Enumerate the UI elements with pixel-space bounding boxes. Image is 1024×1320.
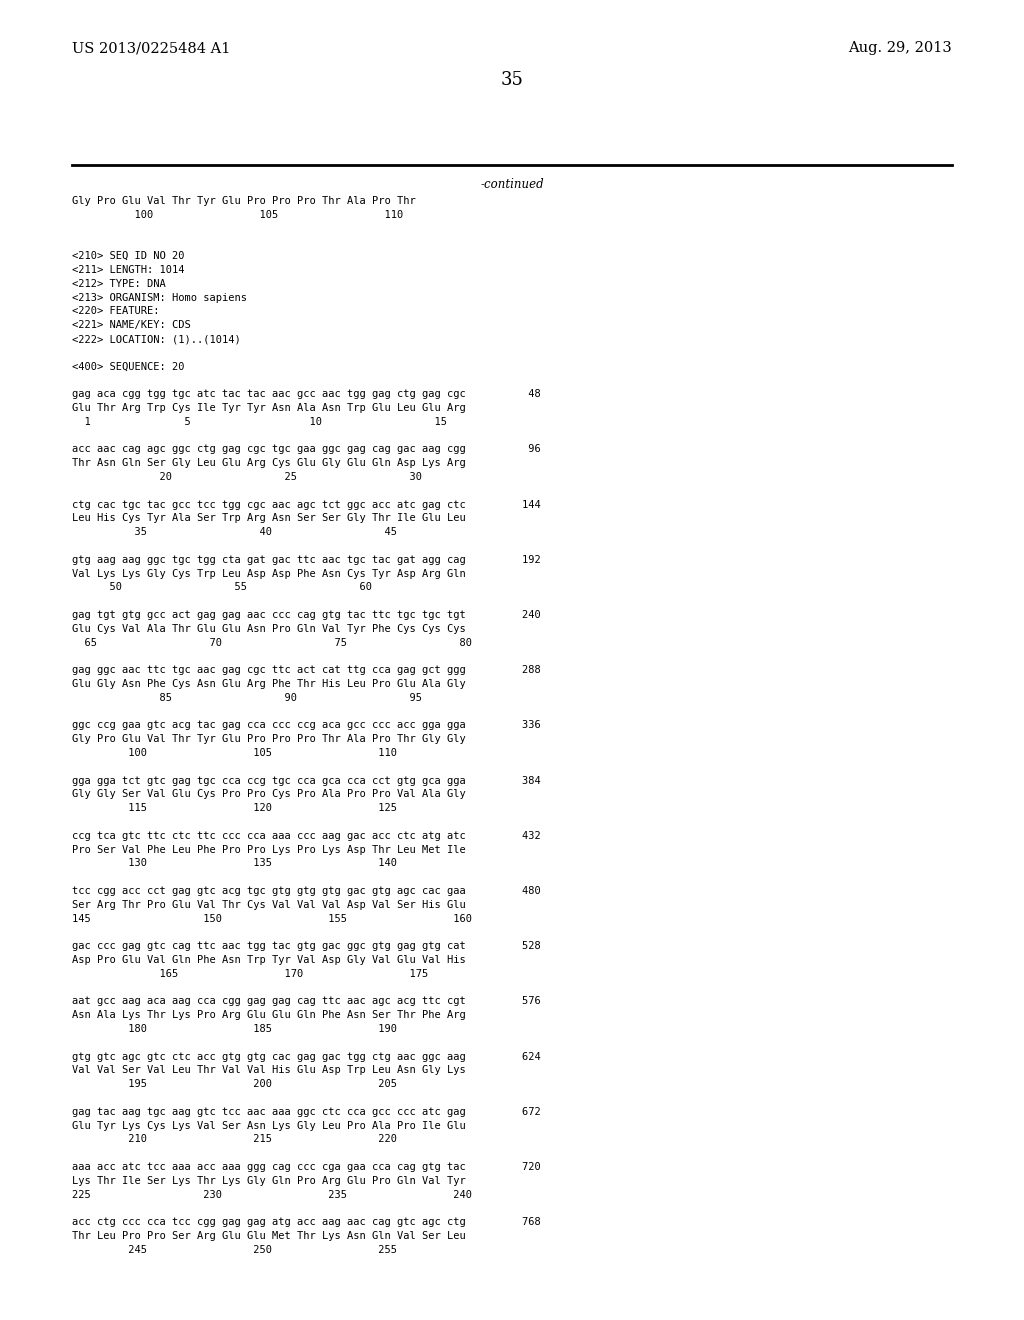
Text: <212> TYPE: DNA: <212> TYPE: DNA xyxy=(72,279,166,289)
Text: 245                 250                 255: 245 250 255 xyxy=(72,1245,397,1255)
Text: US 2013/0225484 A1: US 2013/0225484 A1 xyxy=(72,41,230,55)
Text: ctg cac tgc tac gcc tcc tgg cgc aac agc tct ggc acc atc gag ctc         144: ctg cac tgc tac gcc tcc tgg cgc aac agc … xyxy=(72,499,541,510)
Text: <220> FEATURE:: <220> FEATURE: xyxy=(72,306,160,317)
Text: Leu His Cys Tyr Ala Ser Trp Arg Asn Ser Ser Gly Thr Ile Glu Leu: Leu His Cys Tyr Ala Ser Trp Arg Asn Ser … xyxy=(72,513,466,524)
Text: Glu Gly Asn Phe Cys Asn Glu Arg Phe Thr His Leu Pro Glu Ala Gly: Glu Gly Asn Phe Cys Asn Glu Arg Phe Thr … xyxy=(72,678,466,689)
Text: acc aac cag agc ggc ctg gag cgc tgc gaa ggc gag cag gac aag cgg          96: acc aac cag agc ggc ctg gag cgc tgc gaa … xyxy=(72,445,541,454)
Text: 100                 105                 110: 100 105 110 xyxy=(72,210,403,220)
Text: Pro Ser Val Phe Leu Phe Pro Pro Lys Pro Lys Asp Thr Leu Met Ile: Pro Ser Val Phe Leu Phe Pro Pro Lys Pro … xyxy=(72,845,466,854)
Text: 85                  90                  95: 85 90 95 xyxy=(72,693,422,702)
Text: Aug. 29, 2013: Aug. 29, 2013 xyxy=(848,41,952,55)
Text: Glu Thr Arg Trp Cys Ile Tyr Tyr Asn Ala Asn Trp Glu Leu Glu Arg: Glu Thr Arg Trp Cys Ile Tyr Tyr Asn Ala … xyxy=(72,403,466,413)
Text: aat gcc aag aca aag cca cgg gag gag cag ttc aac agc acg ttc cgt         576: aat gcc aag aca aag cca cgg gag gag cag … xyxy=(72,997,541,1006)
Text: ccg tca gtc ttc ctc ttc ccc cca aaa ccc aag gac acc ctc atg atc         432: ccg tca gtc ttc ctc ttc ccc cca aaa ccc … xyxy=(72,830,541,841)
Text: 225                  230                 235                 240: 225 230 235 240 xyxy=(72,1189,472,1200)
Text: gag aca cgg tgg tgc atc tac tac aac gcc aac tgg gag ctg gag cgc          48: gag aca cgg tgg tgc atc tac tac aac gcc … xyxy=(72,389,541,399)
Text: <211> LENGTH: 1014: <211> LENGTH: 1014 xyxy=(72,265,184,275)
Text: Gly Pro Glu Val Thr Tyr Glu Pro Pro Pro Thr Ala Pro Thr: Gly Pro Glu Val Thr Tyr Glu Pro Pro Pro … xyxy=(72,195,416,206)
Text: gtg aag aag ggc tgc tgg cta gat gac ttc aac tgc tac gat agg cag         192: gtg aag aag ggc tgc tgg cta gat gac ttc … xyxy=(72,554,541,565)
Text: gac ccc gag gtc cag ttc aac tgg tac gtg gac ggc gtg gag gtg cat         528: gac ccc gag gtc cag ttc aac tgg tac gtg … xyxy=(72,941,541,952)
Text: 130                 135                 140: 130 135 140 xyxy=(72,858,397,869)
Text: Glu Tyr Lys Cys Lys Val Ser Asn Lys Gly Leu Pro Ala Pro Ile Glu: Glu Tyr Lys Cys Lys Val Ser Asn Lys Gly … xyxy=(72,1121,466,1131)
Text: Val Lys Lys Gly Cys Trp Leu Asp Asp Phe Asn Cys Tyr Asp Arg Gln: Val Lys Lys Gly Cys Trp Leu Asp Asp Phe … xyxy=(72,569,466,578)
Text: <221> NAME/KEY: CDS: <221> NAME/KEY: CDS xyxy=(72,321,190,330)
Text: gag ggc aac ttc tgc aac gag cgc ttc act cat ttg cca gag gct ggg         288: gag ggc aac ttc tgc aac gag cgc ttc act … xyxy=(72,665,541,676)
Text: gag tac aag tgc aag gtc tcc aac aaa ggc ctc cca gcc ccc atc gag         672: gag tac aag tgc aag gtc tcc aac aaa ggc … xyxy=(72,1106,541,1117)
Text: Asp Pro Glu Val Gln Phe Asn Trp Tyr Val Asp Gly Val Glu Val His: Asp Pro Glu Val Gln Phe Asn Trp Tyr Val … xyxy=(72,954,466,965)
Text: aaa acc atc tcc aaa acc aaa ggg cag ccc cga gaa cca cag gtg tac         720: aaa acc atc tcc aaa acc aaa ggg cag ccc … xyxy=(72,1162,541,1172)
Text: 20                  25                  30: 20 25 30 xyxy=(72,473,422,482)
Text: <222> LOCATION: (1)..(1014): <222> LOCATION: (1)..(1014) xyxy=(72,334,241,345)
Text: gga gga tct gtc gag tgc cca ccg tgc cca gca cca cct gtg gca gga         384: gga gga tct gtc gag tgc cca ccg tgc cca … xyxy=(72,776,541,785)
Text: 115                 120                 125: 115 120 125 xyxy=(72,803,397,813)
Text: 35                  40                  45: 35 40 45 xyxy=(72,527,397,537)
Text: Thr Asn Gln Ser Gly Leu Glu Arg Cys Glu Gly Glu Gln Asp Lys Arg: Thr Asn Gln Ser Gly Leu Glu Arg Cys Glu … xyxy=(72,458,466,469)
Text: Thr Leu Pro Pro Ser Arg Glu Glu Met Thr Lys Asn Gln Val Ser Leu: Thr Leu Pro Pro Ser Arg Glu Glu Met Thr … xyxy=(72,1232,466,1241)
Text: <213> ORGANISM: Homo sapiens: <213> ORGANISM: Homo sapiens xyxy=(72,293,247,302)
Text: -continued: -continued xyxy=(480,178,544,191)
Text: ggc ccg gaa gtc acg tac gag cca ccc ccg aca gcc ccc acc gga gga         336: ggc ccg gaa gtc acg tac gag cca ccc ccg … xyxy=(72,721,541,730)
Text: 100                 105                 110: 100 105 110 xyxy=(72,748,397,758)
Text: Gly Pro Glu Val Thr Tyr Glu Pro Pro Pro Thr Ala Pro Thr Gly Gly: Gly Pro Glu Val Thr Tyr Glu Pro Pro Pro … xyxy=(72,734,466,744)
Text: 195                 200                 205: 195 200 205 xyxy=(72,1080,397,1089)
Text: 165                 170                 175: 165 170 175 xyxy=(72,969,428,979)
Text: 210                 215                 220: 210 215 220 xyxy=(72,1134,397,1144)
Text: 1               5                   10                  15: 1 5 10 15 xyxy=(72,417,447,426)
Text: 50                  55                  60: 50 55 60 xyxy=(72,582,372,593)
Text: <400> SEQUENCE: 20: <400> SEQUENCE: 20 xyxy=(72,362,184,372)
Text: Val Val Ser Val Leu Thr Val Val His Glu Asp Trp Leu Asn Gly Lys: Val Val Ser Val Leu Thr Val Val His Glu … xyxy=(72,1065,466,1076)
Text: <210> SEQ ID NO 20: <210> SEQ ID NO 20 xyxy=(72,251,184,261)
Text: Ser Arg Thr Pro Glu Val Thr Cys Val Val Val Asp Val Ser His Glu: Ser Arg Thr Pro Glu Val Thr Cys Val Val … xyxy=(72,900,466,909)
Text: gtg gtc agc gtc ctc acc gtg gtg cac gag gac tgg ctg aac ggc aag         624: gtg gtc agc gtc ctc acc gtg gtg cac gag … xyxy=(72,1052,541,1061)
Text: 180                 185                 190: 180 185 190 xyxy=(72,1024,397,1034)
Text: 35: 35 xyxy=(501,71,523,88)
Text: 65                  70                  75                  80: 65 70 75 80 xyxy=(72,638,472,648)
Text: Gly Gly Ser Val Glu Cys Pro Pro Cys Pro Ala Pro Pro Val Ala Gly: Gly Gly Ser Val Glu Cys Pro Pro Cys Pro … xyxy=(72,789,466,800)
Text: gag tgt gtg gcc act gag gag aac ccc cag gtg tac ttc tgc tgc tgt         240: gag tgt gtg gcc act gag gag aac ccc cag … xyxy=(72,610,541,620)
Text: Lys Thr Ile Ser Lys Thr Lys Gly Gln Pro Arg Glu Pro Gln Val Tyr: Lys Thr Ile Ser Lys Thr Lys Gly Gln Pro … xyxy=(72,1176,466,1185)
Text: Asn Ala Lys Thr Lys Pro Arg Glu Glu Gln Phe Asn Ser Thr Phe Arg: Asn Ala Lys Thr Lys Pro Arg Glu Glu Gln … xyxy=(72,1010,466,1020)
Text: acc ctg ccc cca tcc cgg gag gag atg acc aag aac cag gtc agc ctg         768: acc ctg ccc cca tcc cgg gag gag atg acc … xyxy=(72,1217,541,1228)
Text: Glu Cys Val Ala Thr Glu Glu Asn Pro Gln Val Tyr Phe Cys Cys Cys: Glu Cys Val Ala Thr Glu Glu Asn Pro Gln … xyxy=(72,624,466,634)
Text: tcc cgg acc cct gag gtc acg tgc gtg gtg gtg gac gtg agc cac gaa         480: tcc cgg acc cct gag gtc acg tgc gtg gtg … xyxy=(72,886,541,896)
Text: 145                  150                 155                 160: 145 150 155 160 xyxy=(72,913,472,924)
